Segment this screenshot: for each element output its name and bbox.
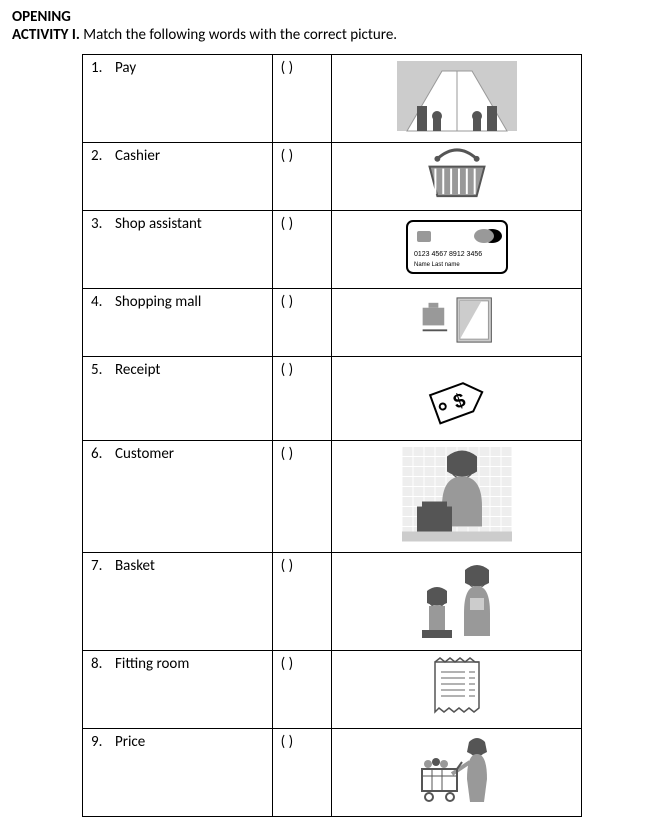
- item-word: Shopping mall: [115, 293, 201, 311]
- answer-blank[interactable]: ( ): [272, 55, 332, 143]
- item-number: 9.: [91, 733, 115, 751]
- worksheet-table: 1. Pay ( ) 2. Cashier ( ) 3. Shop assist…: [82, 54, 582, 817]
- answer-blank[interactable]: ( ): [272, 289, 332, 357]
- table-row: 5. Receipt ( ) $: [83, 357, 582, 441]
- item-word: Cashier: [115, 147, 160, 165]
- picture-cell: [332, 729, 582, 817]
- item-number: 4.: [91, 293, 115, 311]
- mall-icon: [397, 59, 517, 133]
- item-number: 2.: [91, 147, 115, 165]
- table-row: 1. Pay ( ): [83, 55, 582, 143]
- item-word: Customer: [115, 445, 174, 463]
- cashier-icon: [402, 445, 512, 543]
- word-cell: 3. Shop assistant: [83, 211, 273, 289]
- item-word: Price: [115, 733, 145, 751]
- answer-blank[interactable]: ( ): [272, 651, 332, 729]
- word-cell: 9. Price: [83, 729, 273, 817]
- basket-icon: [417, 147, 497, 201]
- answer-blank[interactable]: ( ): [272, 357, 332, 441]
- table-row: 2. Cashier ( ): [83, 143, 582, 211]
- item-number: 3.: [91, 215, 115, 233]
- word-cell: 1. Pay: [83, 55, 273, 143]
- item-number: 7.: [91, 557, 115, 575]
- item-word: Basket: [115, 557, 155, 575]
- opening-heading: OPENING: [12, 8, 633, 26]
- picture-cell: $: [332, 357, 582, 441]
- answer-blank[interactable]: ( ): [272, 211, 332, 289]
- table-row: 9. Price ( ): [83, 729, 582, 817]
- word-cell: 2. Cashier: [83, 143, 273, 211]
- table-row: 3. Shop assistant ( ) 0123 4567 8912 345…: [83, 211, 582, 289]
- word-cell: 6. Customer: [83, 441, 273, 553]
- word-cell: 7. Basket: [83, 553, 273, 651]
- activity-line: ACTIVITY I. Match the following words wi…: [12, 26, 633, 44]
- card-icon: 0123 4567 8912 3456 Name Last name: [402, 215, 512, 279]
- svg-text:0123 4567 8912 3456: 0123 4567 8912 3456: [414, 251, 482, 258]
- item-word: Fitting room: [115, 655, 189, 673]
- item-word: Shop assistant: [115, 215, 202, 233]
- receipt-icon: [417, 655, 497, 719]
- item-number: 8.: [91, 655, 115, 673]
- activity-label: ACTIVITY I.: [12, 26, 80, 44]
- picture-cell: [332, 55, 582, 143]
- word-cell: 8. Fitting room: [83, 651, 273, 729]
- word-cell: 4. Shopping mall: [83, 289, 273, 357]
- item-number: 6.: [91, 445, 115, 463]
- table-row: 4. Shopping mall ( ): [83, 289, 582, 357]
- picture-cell: 0123 4567 8912 3456 Name Last name: [332, 211, 582, 289]
- table-row: 7. Basket ( ): [83, 553, 582, 651]
- picture-cell: [332, 553, 582, 651]
- picture-cell: [332, 289, 582, 357]
- answer-blank[interactable]: ( ): [272, 441, 332, 553]
- assistant-icon: [402, 557, 512, 641]
- svg-text:Name Last name: Name Last name: [414, 262, 460, 268]
- fitting-icon: [412, 293, 502, 347]
- item-number: 1.: [91, 59, 115, 77]
- answer-blank[interactable]: ( ): [272, 553, 332, 651]
- item-number: 5.: [91, 361, 115, 379]
- answer-blank[interactable]: ( ): [272, 143, 332, 211]
- picture-cell: [332, 651, 582, 729]
- instructions-text: Match the following words with the corre…: [83, 26, 397, 44]
- pricetag-icon: $: [412, 361, 502, 431]
- item-word: Receipt: [115, 361, 160, 379]
- word-cell: 5. Receipt: [83, 357, 273, 441]
- table-row: 8. Fitting room ( ): [83, 651, 582, 729]
- answer-blank[interactable]: ( ): [272, 729, 332, 817]
- picture-cell: [332, 143, 582, 211]
- item-word: Pay: [115, 59, 136, 77]
- table-row: 6. Customer ( ): [83, 441, 582, 553]
- picture-cell: [332, 441, 582, 553]
